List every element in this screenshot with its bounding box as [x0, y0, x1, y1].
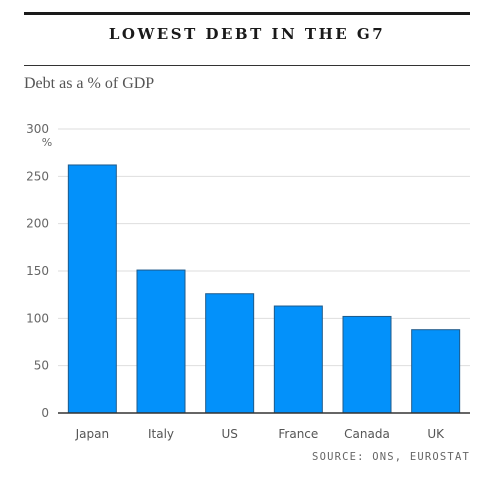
y-tick-label: 300: [26, 122, 49, 136]
top-rule: [24, 12, 470, 15]
source-note: SOURCE: ONS, EUROSTAT: [312, 451, 470, 463]
bar-japan: [67, 164, 117, 414]
x-tick-label: Italy: [148, 427, 174, 441]
y-axis-unit: %: [42, 136, 52, 149]
x-tick-label: Japan: [75, 427, 109, 441]
x-tick-label: US: [221, 427, 237, 441]
x-tick-label: UK: [427, 427, 445, 441]
y-axis-ticks: 0 50 100 150 200 250 300: [26, 122, 49, 420]
chart-subtitle: Debt as a % of GDP: [24, 75, 155, 92]
bar-italy: [136, 269, 186, 414]
y-tick-label: 100: [26, 311, 49, 325]
chart-title: LOWEST DEBT IN THE G7: [108, 25, 386, 43]
bar-uk: [411, 329, 461, 414]
y-tick-label: 0: [41, 406, 49, 420]
bar-canada: [342, 315, 392, 414]
y-tick-label: 50: [34, 359, 49, 373]
gridlines: [58, 128, 470, 367]
y-tick-label: 200: [26, 217, 49, 231]
title-divider: [24, 65, 470, 66]
x-tick-label: Canada: [344, 427, 390, 441]
y-tick-label: 250: [26, 169, 49, 183]
y-tick-label: 150: [26, 264, 49, 278]
bar-us: [205, 293, 255, 414]
x-tick-label: France: [278, 427, 318, 441]
bar-france: [273, 305, 323, 414]
x-axis-labels: Japan Italy US France Canada UK: [75, 427, 446, 441]
bars: [67, 164, 461, 414]
